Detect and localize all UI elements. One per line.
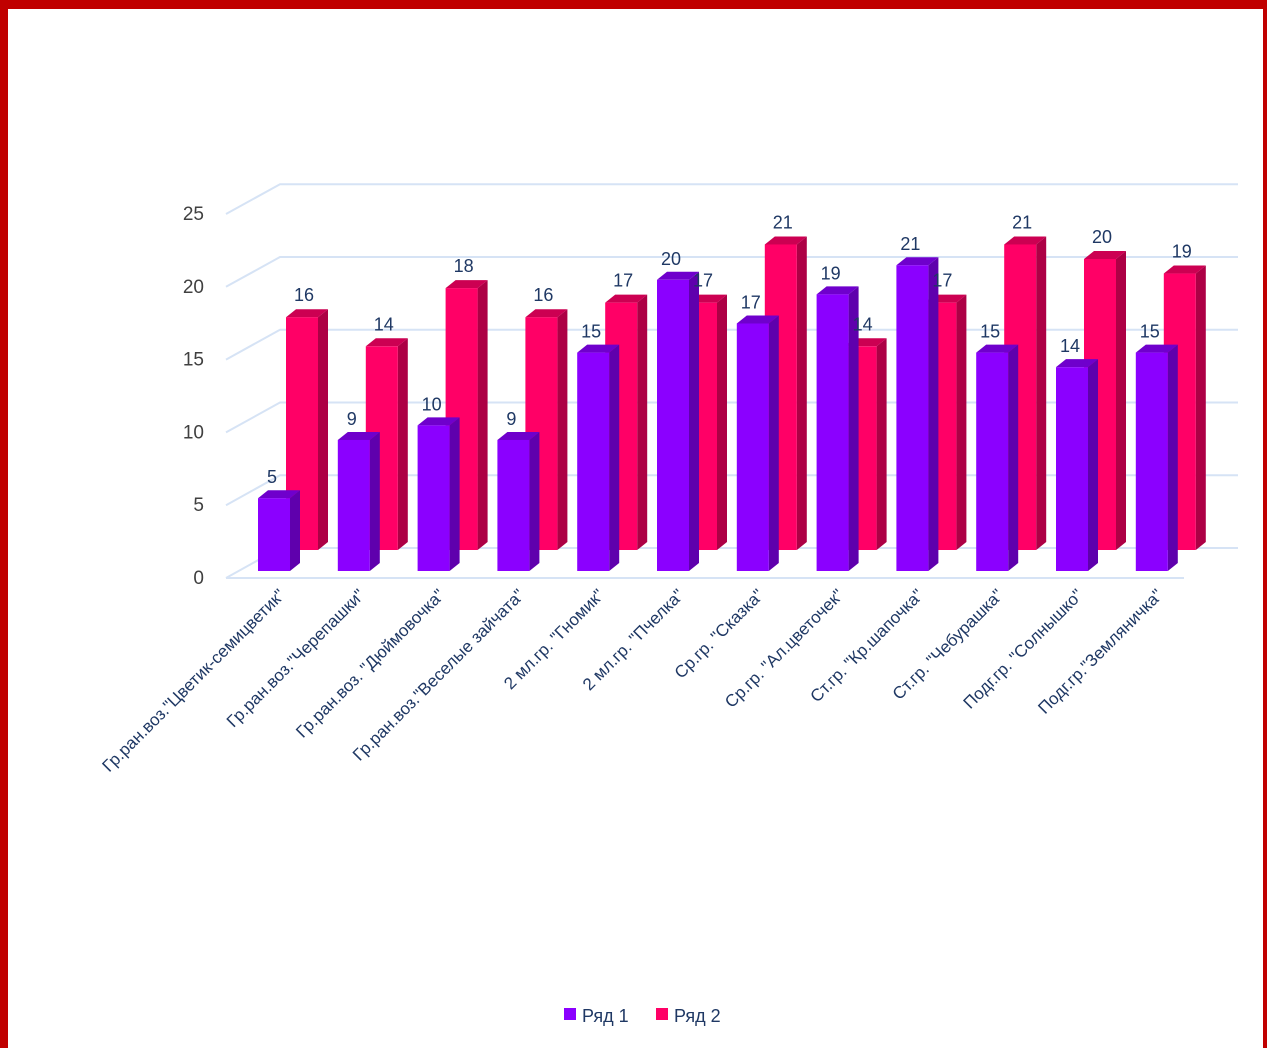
- series-1-bar: [657, 271, 699, 571]
- series-2-data-label: 16: [294, 285, 314, 305]
- series-1-data-label: 9: [506, 409, 516, 429]
- series-2-data-label: 17: [613, 271, 633, 291]
- series-2-data-label: 21: [773, 212, 793, 232]
- series-2-data-label: 17: [693, 271, 713, 291]
- gridlines: [225, 183, 1238, 579]
- series-1-bar: [816, 286, 859, 571]
- series-1-bar: [1135, 344, 1178, 571]
- series-2-bar: [764, 236, 807, 550]
- series-2-data-label: 20: [1092, 227, 1112, 247]
- series-1-bars: [258, 257, 1178, 571]
- gridline: [225, 256, 1238, 288]
- series-1-data-label: 5: [267, 467, 277, 487]
- category-labels: Гр.ран.воз."Цветик-семицветик"Гр.ран.воз…: [99, 585, 1167, 775]
- series-1-bar: [577, 344, 620, 571]
- legend: Ряд 1 Ряд 2: [564, 1006, 721, 1026]
- series-2-bar: [924, 294, 967, 550]
- series-2-data-label: 14: [374, 314, 394, 334]
- series-2-data-label: 17: [932, 271, 952, 291]
- series-1-bar: [337, 431, 380, 571]
- legend-swatch: [656, 1008, 668, 1020]
- series-1-bar: [976, 344, 1019, 571]
- y-tick-label: 25: [183, 204, 204, 225]
- series-1-bar: [417, 417, 460, 571]
- series-1-data-label: 14: [1060, 336, 1080, 356]
- series-1-data-label: 19: [821, 263, 841, 283]
- x-category-label: Гр.ран.воз. "Дюймовочка": [292, 585, 448, 741]
- legend-label: Ряд 1: [582, 1006, 629, 1026]
- y-tick-label: 10: [183, 422, 204, 443]
- series-1-bar: [896, 257, 939, 571]
- series-1-bar: [258, 490, 300, 571]
- series-1-data-label: 10: [422, 394, 442, 414]
- series-1-data-label: 20: [661, 249, 681, 269]
- series-1-data-label: 21: [900, 234, 920, 254]
- series-1-data-label: 15: [980, 322, 1000, 342]
- data-labels: 16 14 18 16 17 17 21 14 17 21 20 19 5 9 10 9 15 20 17 19 21 1…: [267, 212, 1192, 487]
- gridline: [225, 183, 1238, 215]
- legend-swatch: [564, 1008, 576, 1020]
- y-tick-label: 5: [193, 495, 204, 516]
- y-tick-label: 15: [183, 350, 204, 371]
- series-1-bar: [497, 431, 540, 571]
- series-2-data-label: 21: [1012, 212, 1032, 232]
- y-tick-label: 20: [183, 277, 204, 298]
- series-1-bar: [1056, 359, 1098, 571]
- series-1-data-label: 15: [1140, 322, 1160, 342]
- series-2-data-label: 16: [533, 285, 553, 305]
- series-2-data-label: 18: [454, 256, 474, 276]
- series-2-data-label: 14: [853, 314, 873, 334]
- series-1-data-label: 17: [741, 292, 761, 312]
- y-axis: 0 5 10 15 20 25: [183, 204, 204, 589]
- x-category-label: Гр.ран.воз."Черепашки": [223, 585, 369, 731]
- series-1-bar: [736, 315, 779, 571]
- y-tick-label: 0: [193, 568, 204, 589]
- series-1-data-label: 15: [581, 322, 601, 342]
- series-2-data-label: 19: [1172, 242, 1192, 262]
- x-category-label: Гр.ран.воз."Веселые зайчата": [349, 585, 528, 764]
- series-1-data-label: 9: [347, 409, 357, 429]
- legend-label: Ряд 2: [674, 1006, 721, 1026]
